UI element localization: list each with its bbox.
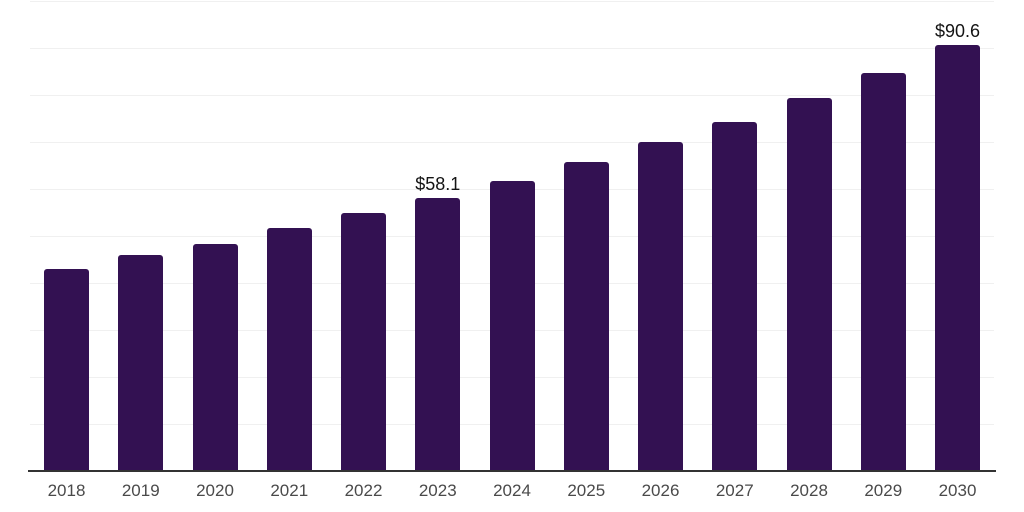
x-tick-2021: 2021 [270,481,309,500]
bar-2020 [192,243,238,471]
x-tick-2024: 2024 [493,481,531,500]
x-tick-2029: 2029 [864,481,903,500]
x-tick-2019: 2019 [121,481,160,500]
bar-2030 [935,45,980,471]
x-tick-2018: 2018 [47,481,86,500]
bar-2026 [638,142,683,471]
gridline-90 [30,48,994,49]
bar-2019 [118,254,164,471]
gridline-80 [30,95,994,96]
bar-2029 [860,72,906,471]
x-tick-2023: 2023 [418,481,457,500]
x-tick-2022: 2022 [344,481,383,500]
x-tick-2025: 2025 [567,481,606,500]
bar-2023 [415,197,461,471]
bar-2022 [341,212,386,471]
x-tick-2026: 2026 [641,481,680,500]
bar-2018 [44,269,89,471]
bar-2025 [563,162,609,471]
data-label-2023: $58.1 [415,173,461,194]
x-tick-2020: 2020 [196,481,234,500]
x-tick-2027: 2027 [715,481,754,500]
bar-2027 [712,121,758,471]
bar-2028 [786,97,832,471]
bar-2021 [266,228,312,471]
x-axis-line [28,470,996,472]
data-label-2030: $90.6 [934,21,981,42]
bar-2024 [489,181,535,471]
x-tick-2028: 2028 [790,481,828,500]
x-tick-2030: 2030 [938,481,977,500]
gridline-70 [30,142,994,143]
gridline-100 [30,1,994,2]
